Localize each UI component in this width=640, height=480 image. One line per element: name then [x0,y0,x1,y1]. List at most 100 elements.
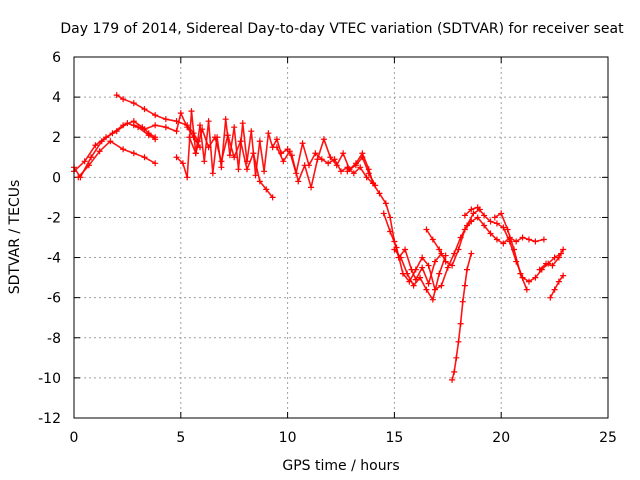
data-point [532,238,539,245]
y-tick-label: -2 [47,210,61,226]
data-point [350,170,357,177]
data-point [211,134,218,141]
series-arc-18 [549,274,564,299]
data-point [103,134,110,141]
data-point [500,224,507,231]
data-point [560,246,567,253]
y-tick-label: -4 [47,251,61,267]
data-point [344,168,351,175]
data-point [152,112,159,119]
y-tick-label: -12 [38,411,61,427]
data-point [265,130,272,137]
x-tick-labels: 0 5 10 15 20 25 [70,430,617,446]
data-point [517,270,524,277]
data-point [252,172,259,179]
data-point [380,210,387,217]
data-point [186,134,193,141]
data-point [387,228,394,235]
data-point [75,174,82,181]
data-point [370,180,377,187]
data-point [560,272,567,279]
data-point [442,258,449,265]
data-point [453,354,460,361]
data-point [468,218,475,225]
data-point [455,246,462,253]
data-point [391,246,398,253]
data-point [487,230,494,237]
data-point [417,274,424,281]
data-point [184,174,191,181]
data-point [397,254,404,261]
data-point [474,204,481,211]
data-point [431,258,438,265]
x-tick-label: 15 [385,430,403,446]
axis-ticks [73,56,609,419]
data-point [269,194,276,201]
data-point [256,138,263,145]
y-axis-label: SDTVAR / TECUs [7,180,23,295]
data-point [387,214,394,221]
data-point [288,152,295,159]
data-point [209,170,216,177]
data-point [263,186,270,193]
data-point [130,150,137,157]
data-point [493,236,500,243]
data-point [555,254,562,261]
data-point [359,150,366,157]
y-tick-label: 4 [52,90,61,106]
data-point [419,264,426,271]
data-point [320,136,327,143]
y-tick-label: 6 [52,50,61,66]
series-arc-4 [115,94,199,142]
series-arc-6 [175,110,289,179]
data-point [425,280,432,287]
data-point [231,154,238,161]
grid-lines [74,57,608,418]
data-point [184,124,191,131]
data-point [145,132,152,139]
data-point [410,282,417,289]
data-point [327,154,334,161]
data-point [352,160,359,167]
series-arc-14 [451,252,473,381]
data-point [333,162,340,169]
data-point [152,122,159,129]
data-point [461,282,468,289]
data-point [218,164,225,171]
data-point [113,128,120,135]
data-point [295,178,302,185]
data-point [81,158,88,165]
data-point [468,250,475,257]
data-point [500,240,507,247]
data-point [423,286,430,293]
series-arc-3 [77,140,156,179]
data-point [338,168,344,175]
data-point [113,92,120,99]
data-point [425,262,432,269]
data-point [177,110,184,117]
data-point [152,160,159,167]
x-tick-label: 10 [279,430,297,446]
data-point [532,274,539,281]
data-point [244,166,251,173]
data-point [273,144,280,151]
data-point [363,174,370,181]
data-point [455,338,462,345]
data-point [513,238,520,245]
data-point [248,128,255,135]
data-point [525,278,532,285]
data-point [365,166,372,173]
data-point [436,246,443,253]
x-tick-label: 5 [176,430,185,446]
data-point [464,266,471,273]
data-point [551,286,558,293]
data-point [481,212,488,219]
y-tick-labels: -12 -10 -8 -6 -4 -2 0 2 4 6 [38,50,61,427]
data-point [498,210,505,217]
data-point [286,148,293,155]
data-point [357,164,364,171]
data-point [461,212,468,219]
data-point [96,148,103,155]
data-point [536,266,543,273]
